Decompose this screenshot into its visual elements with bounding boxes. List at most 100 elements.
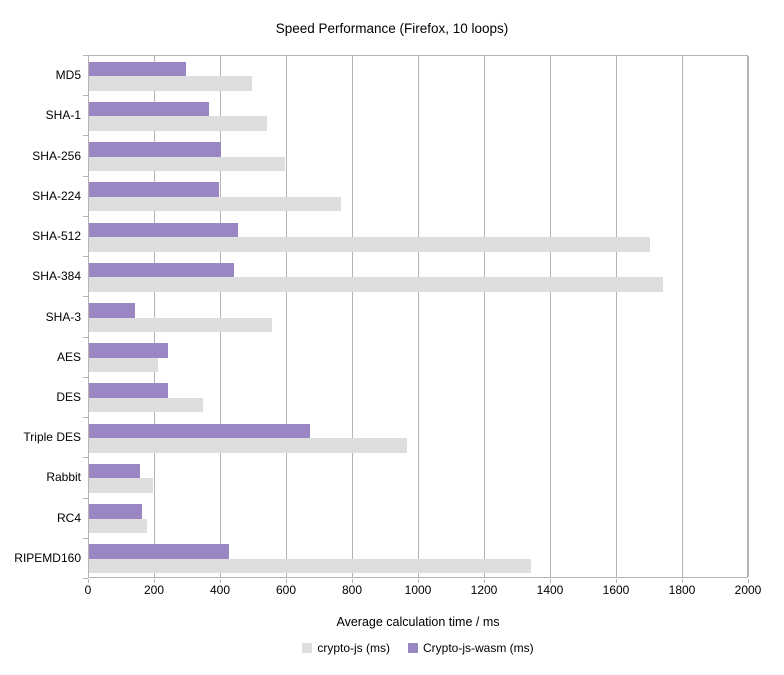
gridline-2000	[748, 56, 749, 577]
bar-crypto-js	[89, 156, 286, 172]
category-label-sha-3: SHA-3	[45, 309, 81, 324]
bar-crypto-js-wasm	[89, 182, 220, 197]
y-tick-mark	[83, 457, 88, 458]
x-tick-mark	[154, 579, 155, 583]
legend-item-crypto-js-wasm: Crypto-js-wasm (ms)	[408, 641, 534, 655]
bar-crypto-js-wasm	[89, 544, 230, 559]
bar-crypto-js-wasm	[89, 303, 136, 318]
x-tick-mark	[418, 579, 419, 583]
bar-crypto-js	[89, 397, 203, 413]
x-tick-label: 1800	[668, 583, 696, 597]
y-tick-mark	[83, 337, 88, 338]
gridline-800	[352, 56, 353, 577]
x-tick-label: 1000	[404, 583, 432, 597]
gridline-1600	[616, 56, 617, 577]
x-axis-title: Average calculation time / ms	[336, 615, 500, 629]
x-tick-mark	[88, 579, 89, 583]
x-tick-mark	[352, 579, 353, 583]
x-tick-mark	[616, 579, 617, 583]
x-tick-mark	[748, 579, 749, 583]
bar-crypto-js	[89, 317, 273, 332]
legend: crypto-js (ms) Crypto-js-wasm (ms)	[88, 641, 748, 655]
x-tick-mark	[484, 579, 485, 583]
y-tick-mark	[83, 578, 88, 579]
x-axis-tick-marks	[88, 579, 749, 583]
category-label-sha-256: SHA-256	[32, 148, 81, 163]
y-tick-mark	[83, 55, 88, 56]
bar-crypto-js	[89, 478, 154, 493]
bar-crypto-js-wasm	[89, 504, 142, 519]
x-tick-label: 1200	[470, 583, 498, 597]
x-tick-mark	[682, 579, 683, 583]
y-tick-mark	[83, 417, 88, 418]
gridline-1800	[682, 56, 683, 577]
bar-crypto-js-wasm	[89, 343, 169, 358]
gridline-400	[220, 56, 221, 577]
gridline-1200	[484, 56, 485, 577]
y-tick-mark	[83, 216, 88, 217]
category-label-sha-1: SHA-1	[45, 108, 81, 123]
category-label-ripemd160: RIPEMD160	[14, 550, 81, 565]
legend-swatch-crypto-js	[302, 643, 313, 653]
y-tick-mark	[83, 498, 88, 499]
x-tick-label: 400	[209, 583, 231, 597]
y-axis-tick-marks	[83, 55, 88, 579]
bar-crypto-js-wasm	[89, 222, 238, 238]
category-label-des: DES	[56, 389, 81, 404]
category-label-rabbit: Rabbit	[46, 470, 81, 485]
x-tick-label: 600	[275, 583, 297, 597]
category-label-md5: MD5	[55, 68, 81, 83]
x-tick-mark	[286, 579, 287, 583]
chart-title: Speed Performance (Firefox, 10 loops)	[275, 21, 509, 36]
y-tick-mark	[83, 296, 88, 297]
gridline-1400	[550, 56, 551, 577]
x-tick-label: 800	[341, 583, 363, 597]
x-tick-label: 200	[143, 583, 165, 597]
bar-crypto-js	[89, 518, 147, 534]
legend-label-crypto-js: crypto-js (ms)	[317, 641, 390, 655]
plot-area	[88, 55, 749, 578]
bar-crypto-js	[89, 196, 342, 212]
category-label-sha-512: SHA-512	[32, 229, 81, 244]
category-label-triple-des: Triple DES	[23, 430, 81, 445]
bar-crypto-js-wasm	[89, 61, 187, 77]
y-tick-mark	[83, 95, 88, 96]
y-tick-mark	[83, 176, 88, 177]
bar-crypto-js-wasm	[89, 423, 311, 439]
x-tick-label: 0	[84, 583, 92, 597]
bar-crypto-js-wasm	[89, 383, 169, 398]
category-label-sha-384: SHA-384	[32, 269, 81, 284]
bar-crypto-js	[89, 277, 664, 292]
y-tick-mark	[83, 256, 88, 257]
x-tick-label: 1600	[602, 583, 630, 597]
bar-crypto-js-wasm	[89, 262, 235, 278]
category-label-aes: AES	[56, 349, 81, 364]
gridline-600	[286, 56, 287, 577]
x-tick-mark	[220, 579, 221, 583]
category-label-sha-224: SHA-224	[32, 188, 81, 203]
legend-item-crypto-js: crypto-js (ms)	[302, 641, 390, 655]
x-tick-label: 2000	[734, 583, 762, 597]
category-label-rc4: RC4	[56, 510, 81, 525]
bar-crypto-js-wasm	[89, 463, 141, 479]
gridline-1000	[418, 56, 419, 577]
y-tick-mark	[83, 538, 88, 539]
y-axis-category-labels: MD5 SHA-1 SHA-256 SHA-224 SHA-512 SHA-384 SHA-…	[0, 55, 81, 578]
bar-crypto-js-wasm	[89, 101, 210, 117]
bar-crypto-js	[89, 237, 650, 252]
x-tick-label: 1400	[536, 583, 564, 597]
bar-crypto-js-wasm	[89, 142, 221, 157]
bar-crypto-js	[89, 438, 408, 453]
gridline-200	[154, 56, 155, 577]
y-tick-mark	[83, 377, 88, 378]
x-tick-mark	[550, 579, 551, 583]
bar-crypto-js	[89, 558, 532, 574]
bar-crypto-js	[89, 116, 268, 131]
x-axis-tick-labels: 0 200 400 600 800 1000 1200 1400 1600 1800 2000	[85, 583, 762, 598]
y-tick-mark	[83, 135, 88, 136]
bar-crypto-js	[89, 76, 253, 91]
legend-swatch-crypto-js-wasm	[408, 643, 418, 653]
bar-crypto-js	[89, 357, 159, 373]
legend-label-crypto-js-wasm: Crypto-js-wasm (ms)	[423, 641, 534, 655]
